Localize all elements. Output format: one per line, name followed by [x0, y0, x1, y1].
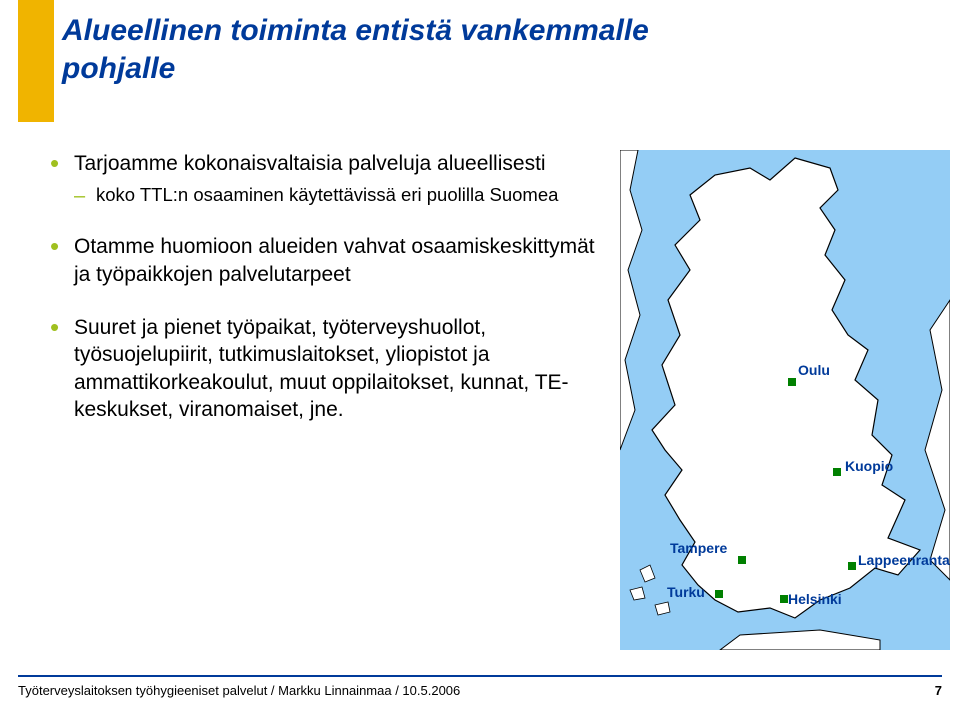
city-dot-tampere: [738, 556, 746, 564]
bullet-2: Otamme huomioon alueiden vahvat osaamisk…: [50, 233, 610, 288]
content-body: Tarjoamme kokonaisvaltaisia palveluja al…: [50, 150, 610, 449]
finland-map: Oulu Kuopio Tampere Lappeenranta Turku H…: [620, 150, 950, 650]
bullet-3-text: Suuret ja pienet työpaikat, työterveyshu…: [74, 316, 569, 421]
city-label-tampere: Tampere: [670, 540, 727, 556]
sub-bullet-1-text: koko TTL:n osaaminen käytettävissä eri p…: [96, 184, 558, 205]
title-area: Alueellinen toiminta entistä vankemmalle…: [62, 12, 649, 87]
footer: Työterveyslaitoksen työhygieeniset palve…: [18, 675, 942, 698]
accent-bar: [18, 0, 54, 122]
bullet-3: Suuret ja pienet työpaikat, työterveyshu…: [50, 314, 610, 423]
bullet-2-text: Otamme huomioon alueiden vahvat osaamisk…: [74, 235, 595, 285]
sub-bullet-1: koko TTL:n osaaminen käytettävissä eri p…: [74, 183, 610, 207]
map-svg: [620, 150, 950, 650]
city-dot-lappeenranta: [848, 562, 856, 570]
city-dot-turku: [715, 590, 723, 598]
footer-page-number: 7: [935, 683, 942, 698]
bullet-1-text: Tarjoamme kokonaisvaltaisia palveluja al…: [74, 152, 546, 175]
bullet-list: Tarjoamme kokonaisvaltaisia palveluja al…: [50, 150, 610, 423]
city-label-helsinki: Helsinki: [788, 591, 842, 607]
title-line-2: pohjalle: [62, 52, 175, 85]
bullet-1: Tarjoamme kokonaisvaltaisia palveluja al…: [50, 150, 610, 207]
city-dot-kuopio: [833, 468, 841, 476]
slide-title: Alueellinen toiminta entistä vankemmalle…: [62, 12, 649, 87]
sub-bullet-list: koko TTL:n osaaminen käytettävissä eri p…: [74, 183, 610, 207]
title-line-1: Alueellinen toiminta entistä vankemmalle: [62, 14, 649, 47]
footer-left: Työterveyslaitoksen työhygieeniset palve…: [18, 683, 460, 698]
city-label-lappeenranta: Lappeenranta: [858, 552, 950, 568]
city-dot-helsinki: [780, 595, 788, 603]
city-label-kuopio: Kuopio: [845, 458, 893, 474]
city-label-turku: Turku: [667, 584, 705, 600]
city-label-oulu: Oulu: [798, 362, 830, 378]
city-dot-oulu: [788, 378, 796, 386]
